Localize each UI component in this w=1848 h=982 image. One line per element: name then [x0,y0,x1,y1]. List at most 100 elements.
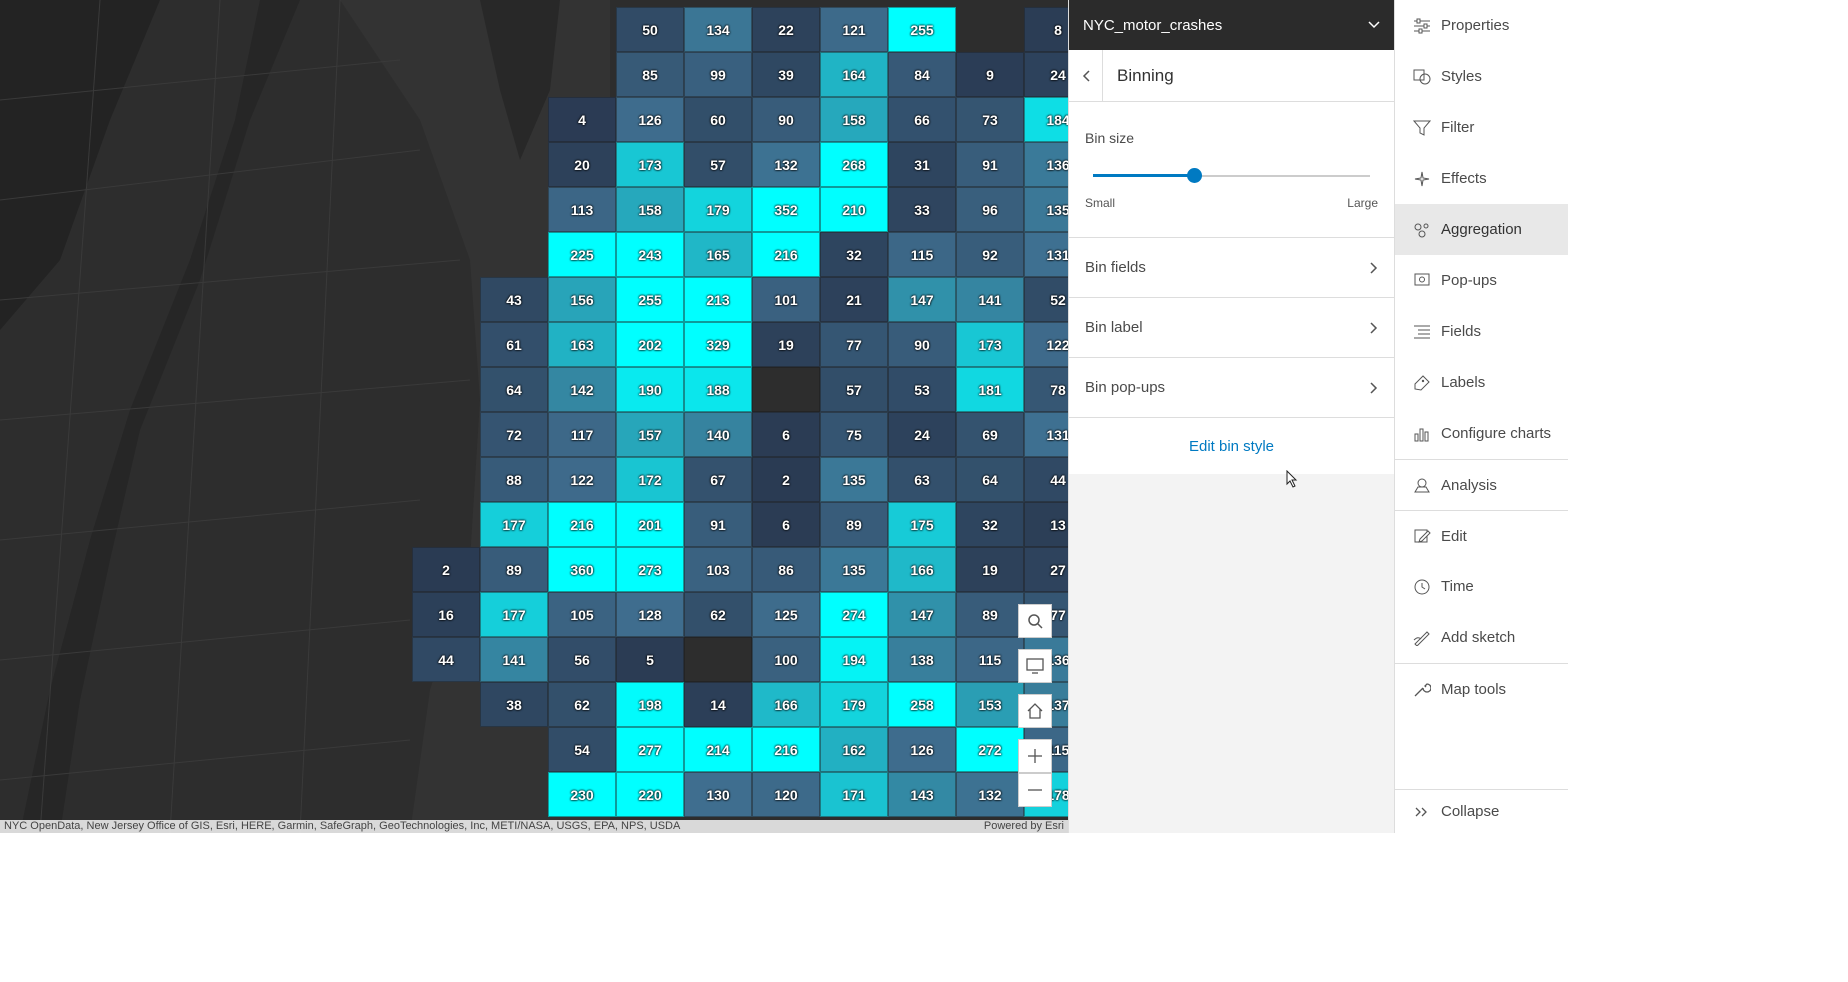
bin-cell[interactable]: 38 [480,682,548,727]
bin-cell[interactable]: 173 [956,322,1024,367]
bin-cell[interactable]: 85 [616,52,684,97]
bin-cell[interactable]: 216 [548,502,616,547]
bin-cell[interactable]: 78 [1024,367,1068,412]
sidebar-item-aggregation[interactable]: Aggregation [1395,204,1568,255]
bin-cell[interactable]: 43 [480,277,548,322]
bin-cell[interactable]: 216 [752,727,820,772]
bin-cell[interactable]: 19 [752,322,820,367]
bin-cell[interactable]: 73 [956,97,1024,142]
bin-cell[interactable]: 163 [548,322,616,367]
collapse-button[interactable]: Collapse [1395,789,1568,833]
bin-cell[interactable]: 255 [616,277,684,322]
bin-cell[interactable]: 164 [820,52,888,97]
bin-popups-row[interactable]: Bin pop-ups [1069,358,1394,418]
bin-cell[interactable]: 166 [752,682,820,727]
bin-cell[interactable]: 352 [752,187,820,232]
bin-cell[interactable]: 89 [956,592,1024,637]
back-button[interactable] [1069,49,1103,102]
bin-cell[interactable]: 62 [548,682,616,727]
bin-cell[interactable]: 60 [684,97,752,142]
bin-cell[interactable]: 216 [752,232,820,277]
bin-cell[interactable]: 147 [888,592,956,637]
slider-thumb[interactable] [1187,168,1203,183]
bin-cell[interactable]: 132 [956,772,1024,817]
bin-cell[interactable]: 130 [684,772,752,817]
bin-cell[interactable]: 210 [820,187,888,232]
bin-cell[interactable]: 90 [888,322,956,367]
bin-cell[interactable]: 89 [820,502,888,547]
bin-cell[interactable]: 32 [956,502,1024,547]
bin-cell[interactable]: 14 [684,682,752,727]
bin-cell[interactable]: 8 [1024,7,1068,52]
bin-cell[interactable]: 132 [752,142,820,187]
bin-cell[interactable]: 201 [616,502,684,547]
sidebar-item-configure-charts[interactable]: Configure charts [1395,408,1568,459]
bin-cell[interactable]: 243 [616,232,684,277]
bin-cell[interactable]: 2 [752,457,820,502]
bin-cell[interactable]: 57 [684,142,752,187]
bin-cell[interactable]: 177 [480,592,548,637]
zoom-in-button[interactable] [1018,739,1052,773]
bin-cell[interactable]: 134 [684,7,752,52]
bin-cell[interactable]: 162 [820,727,888,772]
bin-cell[interactable]: 143 [888,772,956,817]
bin-cell[interactable]: 113 [548,187,616,232]
bin-cell[interactable]: 69 [956,412,1024,457]
map-view[interactable]: 50 134 22 121 255 8 85 99 39 164 84 9 24 4 126 60 90 158 6… [0,0,1068,833]
bin-cell[interactable]: 72 [480,412,548,457]
bin-cell[interactable]: 121 [820,7,888,52]
layer-selector[interactable]: NYC_motor_crashes [1069,0,1394,50]
bin-cell[interactable]: 147 [888,277,956,322]
bin-cell[interactable]: 131 [1024,232,1068,277]
bin-cell[interactable]: 13 [1024,502,1068,547]
sidebar-item-fields[interactable]: Fields [1395,306,1568,357]
bin-cell[interactable]: 64 [956,457,1024,502]
sidebar-item-labels[interactable]: Labels [1395,357,1568,408]
bin-cell[interactable]: 194 [820,637,888,682]
bin-cell[interactable]: 54 [548,727,616,772]
bin-cell[interactable]: 157 [616,412,684,457]
bin-cell[interactable]: 63 [888,457,956,502]
bin-cell[interactable]: 122 [548,457,616,502]
bin-cell[interactable]: 136 [1024,142,1068,187]
sidebar-item-properties[interactable]: Properties [1395,0,1568,51]
bin-cell[interactable]: 255 [888,7,956,52]
bin-cell[interactable] [752,367,820,412]
bin-cell[interactable]: 6 [752,502,820,547]
bin-cell[interactable]: 50 [616,7,684,52]
bin-cell[interactable]: 142 [548,367,616,412]
bin-cell[interactable]: 179 [820,682,888,727]
bin-cell[interactable]: 126 [888,727,956,772]
bin-cell[interactable]: 84 [888,52,956,97]
bin-cell[interactable]: 52 [1024,277,1068,322]
bin-cell[interactable]: 173 [616,142,684,187]
bin-cell[interactable]: 141 [956,277,1024,322]
bin-cell[interactable]: 135 [820,547,888,592]
bin-grid[interactable]: 50 134 22 121 255 8 85 99 39 164 84 9 24 4 126 60 90 158 6… [0,0,1068,833]
bin-cell[interactable]: 101 [752,277,820,322]
bin-cell[interactable]: 90 [752,97,820,142]
bin-cell[interactable]: 31 [888,142,956,187]
bin-cell[interactable]: 166 [888,547,956,592]
bin-cell[interactable]: 99 [684,52,752,97]
bin-cell[interactable]: 188 [684,367,752,412]
bin-cell[interactable]: 57 [820,367,888,412]
bin-cell[interactable]: 86 [752,547,820,592]
sidebar-item-edit[interactable]: Edit [1395,510,1568,561]
bin-cell[interactable]: 225 [548,232,616,277]
bin-cell[interactable]: 22 [752,7,820,52]
bin-cell[interactable]: 56 [548,637,616,682]
bin-cell[interactable]: 128 [616,592,684,637]
bin-cell[interactable]: 277 [616,727,684,772]
bin-cell[interactable]: 19 [956,547,1024,592]
edit-bin-style-button[interactable]: Edit bin style [1069,418,1394,474]
bin-cell[interactable]: 126 [616,97,684,142]
bin-cell[interactable]: 44 [1024,457,1068,502]
bin-cell[interactable]: 274 [820,592,888,637]
sidebar-item-pop-ups[interactable]: Pop-ups [1395,255,1568,306]
bin-cell[interactable]: 138 [888,637,956,682]
bin-cell[interactable]: 115 [888,232,956,277]
sidebar-item-styles[interactable]: Styles [1395,51,1568,102]
bin-cell[interactable]: 184 [1024,97,1068,142]
sidebar-item-effects[interactable]: Effects [1395,153,1568,204]
